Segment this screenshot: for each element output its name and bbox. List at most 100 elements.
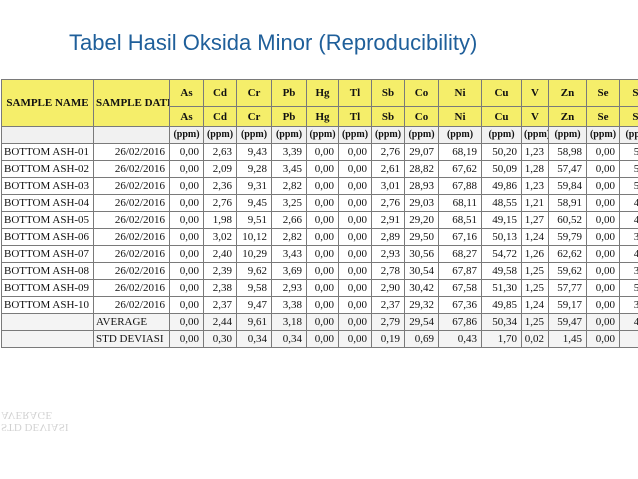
value-cell: 0,00	[338, 194, 372, 212]
value-cell: 0,00	[169, 296, 204, 314]
header-row-units: (ppm) (ppm) (ppm) (ppm) (ppm) (ppm) (ppm) (ppm)…	[1, 126, 638, 144]
value-cell: 2,93	[371, 245, 405, 263]
value-cell: 0,00	[586, 177, 620, 195]
value-cell: 10,12	[236, 228, 272, 246]
header-element: V	[521, 79, 549, 107]
value-cell: 1,25	[521, 262, 549, 280]
value-cell: 2,93	[271, 279, 307, 297]
value-cell: 1,24	[521, 296, 549, 314]
header-unit: (ppm)	[404, 126, 439, 144]
value-cell: 5,24	[619, 177, 638, 195]
sample-name-cell: BOTTOM ASH-09	[1, 279, 94, 297]
stat-empty-cell	[1, 313, 94, 331]
value-cell: 58,98	[548, 143, 587, 161]
value-cell: 49,58	[481, 262, 522, 280]
value-cell: 2,40	[203, 245, 237, 263]
table-row: BOTTOM ASH-10 26/02/2016 0,00 2,37 9,47 3,38 0…	[1, 296, 638, 314]
header-element-repeat: Sb	[371, 106, 405, 127]
header-element-repeat: Cr	[236, 106, 272, 127]
stat-value-cell: 4,62	[619, 313, 638, 331]
header-element: Cd	[203, 79, 237, 107]
header-unit: (ppm)	[203, 126, 237, 144]
value-cell: 0,00	[586, 143, 620, 161]
value-cell: 59,62	[548, 262, 587, 280]
value-cell: 49,86	[481, 177, 522, 195]
value-cell: 0,00	[306, 194, 339, 212]
value-cell: 1,21	[521, 194, 549, 212]
header-unit-empty	[93, 126, 170, 144]
table-row: BOTTOM ASH-09 26/02/2016 0,00 2,38 9,58 2,93 0…	[1, 279, 638, 297]
stat-value-cell: 67,86	[438, 313, 482, 331]
value-cell: 9,51	[236, 211, 272, 229]
stat-value-cell: 1,45	[548, 330, 587, 348]
value-cell: 2,89	[371, 228, 405, 246]
value-cell: 30,56	[404, 245, 439, 263]
value-cell: 1,23	[521, 177, 549, 195]
header-element-repeat: Tl	[338, 106, 372, 127]
value-cell: 0,00	[338, 143, 372, 161]
value-cell: 68,51	[438, 211, 482, 229]
value-cell: 0,00	[586, 279, 620, 297]
table-row: BOTTOM ASH-08 26/02/2016 0,00 2,39 9,62 3,69 0…	[1, 262, 638, 280]
value-cell: 62,62	[548, 245, 587, 263]
sample-date-cell: 26/02/2016	[93, 177, 170, 195]
header-element: Cu	[481, 79, 522, 107]
sample-name-cell: BOTTOM ASH-10	[1, 296, 94, 314]
value-cell: 2,37	[371, 296, 405, 314]
value-cell: 9,62	[236, 262, 272, 280]
value-cell: 49,85	[481, 296, 522, 314]
value-cell: 29,50	[404, 228, 439, 246]
header-element: Hg	[306, 79, 339, 107]
value-cell: 2,39	[203, 262, 237, 280]
value-cell: 0,00	[169, 177, 204, 195]
header-element: Pb	[271, 79, 307, 107]
value-cell: 57,77	[548, 279, 587, 297]
value-cell: 54,72	[481, 245, 522, 263]
value-cell: 29,03	[404, 194, 439, 212]
header-element-repeat: Se	[586, 106, 620, 127]
header-element: Tl	[338, 79, 372, 107]
value-cell: 59,17	[548, 296, 587, 314]
value-cell: 2,09	[203, 160, 237, 178]
value-cell: 5,15	[619, 279, 638, 297]
stat-empty-cell	[1, 330, 94, 348]
value-cell: 3,45	[271, 160, 307, 178]
value-cell: 1,23	[521, 143, 549, 161]
value-cell: 2,90	[371, 279, 405, 297]
value-cell: 1,25	[521, 279, 549, 297]
header-element-repeat: Zn	[548, 106, 587, 127]
sample-date-cell: 26/02/2016	[93, 296, 170, 314]
value-cell: 0,00	[586, 160, 620, 178]
sample-name-cell: BOTTOM ASH-06	[1, 228, 94, 246]
value-cell: 0,00	[306, 177, 339, 195]
value-cell: 3,69	[271, 262, 307, 280]
stat-value-cell: 9,61	[236, 313, 272, 331]
value-cell: 67,58	[438, 279, 482, 297]
header-element-repeat: As	[169, 106, 204, 127]
value-cell: 2,76	[371, 143, 405, 161]
stat-value-cell: 0,43	[438, 330, 482, 348]
header-unit: (ppm)	[548, 126, 587, 144]
value-cell: 0,00	[169, 228, 204, 246]
value-cell: 68,11	[438, 194, 482, 212]
value-cell: 0,00	[169, 279, 204, 297]
sample-name-cell: BOTTOM ASH-07	[1, 245, 94, 263]
value-cell: 0,00	[338, 211, 372, 229]
results-table-container: SAMPLE NAME SAMPLE DATE As Cd Cr Pb Hg Tl Sb Co Ni…	[1, 79, 638, 391]
header-element-repeat: Ni	[438, 106, 482, 127]
stat-value-cell: 0,30	[203, 330, 237, 348]
stat-value-cell: 0,00	[338, 330, 372, 348]
value-cell: 3,98	[619, 262, 638, 280]
slide-title: Tabel Hasil Oksida Minor (Reproducibilit…	[69, 30, 478, 55]
table-row: BOTTOM ASH-04 26/02/2016 0,00 2,76 9,45 3,25 0…	[1, 194, 638, 212]
sample-name-cell: BOTTOM ASH-02	[1, 160, 94, 178]
table-row: BOTTOM ASH-03 26/02/2016 0,00 2,36 9,31 2,82 0…	[1, 177, 638, 195]
header-unit: (ppm)	[306, 126, 339, 144]
value-cell: 0,00	[586, 296, 620, 314]
header-unit: (ppm)	[338, 126, 372, 144]
value-cell: 50,20	[481, 143, 522, 161]
sample-date-cell: 26/02/2016	[93, 245, 170, 263]
value-cell: 1,28	[521, 160, 549, 178]
value-cell: 67,62	[438, 160, 482, 178]
value-cell: 3,39	[271, 143, 307, 161]
